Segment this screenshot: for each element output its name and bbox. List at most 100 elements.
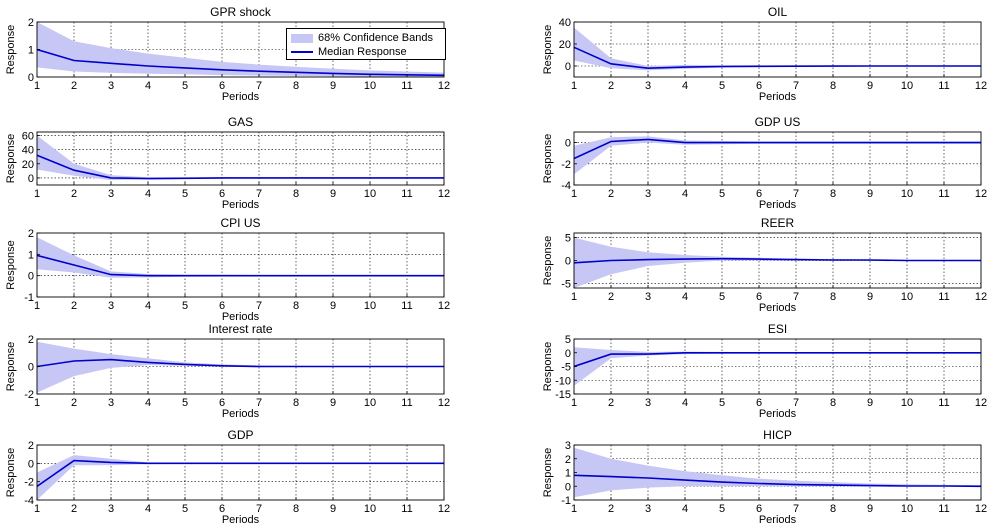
- y-tick-label: 2: [565, 454, 571, 466]
- x-tick-label: 3: [645, 188, 651, 200]
- x-tick-label: 5: [719, 291, 725, 303]
- x-tick-label: 5: [719, 80, 725, 92]
- y-tick-label: -2: [24, 477, 34, 489]
- x-tick-label: 5: [719, 397, 725, 409]
- legend-median-entry: Median Response: [291, 45, 407, 59]
- x-tick-label: 2: [608, 80, 614, 92]
- x-tick-label: 12: [975, 80, 987, 92]
- median-response-line: [37, 254, 444, 277]
- x-tick-label: 12: [438, 80, 450, 92]
- x-tick-label: 5: [182, 188, 188, 200]
- y-tick-label: 0: [565, 256, 571, 268]
- x-tick-label: 2: [71, 300, 77, 312]
- x-tick-label: 12: [438, 503, 450, 515]
- x-tick-label: 12: [975, 397, 987, 409]
- x-tick-label: 2: [71, 188, 77, 200]
- x-tick-label: 9: [867, 397, 873, 409]
- y-tick-label: 40: [559, 17, 571, 29]
- x-tick-label: 1: [571, 291, 577, 303]
- y-tick-label: 5: [565, 233, 571, 245]
- legend-band-entry: 68% Confidence Bands: [291, 31, 433, 45]
- y-tick-label: 1: [565, 468, 571, 480]
- axes-frame: [573, 131, 982, 186]
- x-tick-label: 3: [645, 503, 651, 515]
- y-tick-label: -10: [555, 375, 571, 387]
- x-axis-label: Periods: [759, 514, 797, 526]
- x-tick-label: 7: [256, 503, 262, 515]
- panel-esi: 1 2 3 4 5 6 7 8 9 10 11 12-15-10-505ESIPeriodsRespo…: [542, 322, 987, 420]
- x-tick-label: 11: [938, 80, 949, 92]
- x-tick-label: 2: [608, 503, 614, 515]
- y-axis-label: Response: [542, 448, 554, 498]
- panel-title: OIL: [768, 5, 788, 19]
- x-tick-label: 10: [364, 80, 376, 92]
- x-tick-label: 3: [108, 80, 114, 92]
- x-tick-label: 2: [608, 291, 614, 303]
- y-tick-label: 20: [22, 159, 34, 171]
- x-tick-label: 11: [938, 291, 949, 303]
- panel-title: GAS: [228, 115, 253, 129]
- y-tick-label: 2: [28, 334, 34, 346]
- median-response-line: [574, 257, 981, 264]
- x-tick-label: 7: [793, 291, 799, 303]
- x-tick-label: 10: [364, 188, 376, 200]
- y-tick-label: -15: [555, 389, 571, 401]
- y-axis-label: Response: [5, 25, 17, 75]
- y-tick-label: 1: [28, 249, 34, 261]
- x-tick-label: 3: [645, 80, 651, 92]
- y-tick-label: 0: [28, 362, 34, 374]
- axes-frame: [36, 131, 445, 186]
- x-tick-label: 1: [34, 503, 40, 515]
- x-tick-label: 11: [938, 188, 949, 200]
- x-tick-label: 7: [793, 397, 799, 409]
- plot-area: [37, 237, 444, 278]
- x-tick-label: 3: [645, 397, 651, 409]
- plot-area: [574, 447, 981, 498]
- x-tick-label: 1: [34, 188, 40, 200]
- x-tick-label: 4: [682, 188, 688, 200]
- plot-area: [37, 22, 444, 77]
- axes-frame: [36, 232, 445, 298]
- x-tick-label: 8: [293, 188, 299, 200]
- y-axis-label: Response: [5, 240, 17, 290]
- y-axis-label: Response: [542, 134, 554, 184]
- x-tick-label: 3: [108, 503, 114, 515]
- x-tick-label: 2: [608, 188, 614, 200]
- y-tick-label: -2: [561, 159, 571, 171]
- x-tick-label: 1: [571, 188, 577, 200]
- x-tick-label: 6: [756, 80, 762, 92]
- median-response-line: [574, 46, 981, 70]
- x-tick-label: 11: [401, 80, 412, 92]
- x-tick-label: 8: [830, 291, 836, 303]
- x-tick-label: 9: [867, 503, 873, 515]
- x-tick-label: 4: [682, 80, 688, 92]
- y-axis-label: Response: [542, 342, 554, 392]
- x-tick-label: 1: [34, 80, 40, 92]
- x-axis-label: Periods: [759, 199, 797, 211]
- median-response-line: [37, 358, 444, 368]
- x-tick-label: 7: [793, 188, 799, 200]
- x-tick-label: 3: [645, 291, 651, 303]
- plot-area: [37, 341, 444, 393]
- x-tick-label: 6: [219, 397, 225, 409]
- x-tick-label: 11: [401, 188, 412, 200]
- x-tick-label: 12: [975, 188, 987, 200]
- confidence-band: [574, 237, 981, 288]
- x-tick-label: 5: [719, 503, 725, 515]
- y-tick-label: 0: [565, 138, 571, 150]
- x-tick-label: 9: [330, 80, 336, 92]
- x-tick-label: 8: [293, 503, 299, 515]
- x-tick-label: 10: [901, 80, 913, 92]
- legend-median-label: Median Response: [318, 46, 407, 58]
- plot-area: [574, 136, 981, 175]
- y-axis-label: Response: [542, 25, 554, 75]
- x-tick-label: 12: [438, 300, 450, 312]
- x-axis-label: Periods: [222, 199, 260, 211]
- y-tick-label: 20: [559, 39, 571, 51]
